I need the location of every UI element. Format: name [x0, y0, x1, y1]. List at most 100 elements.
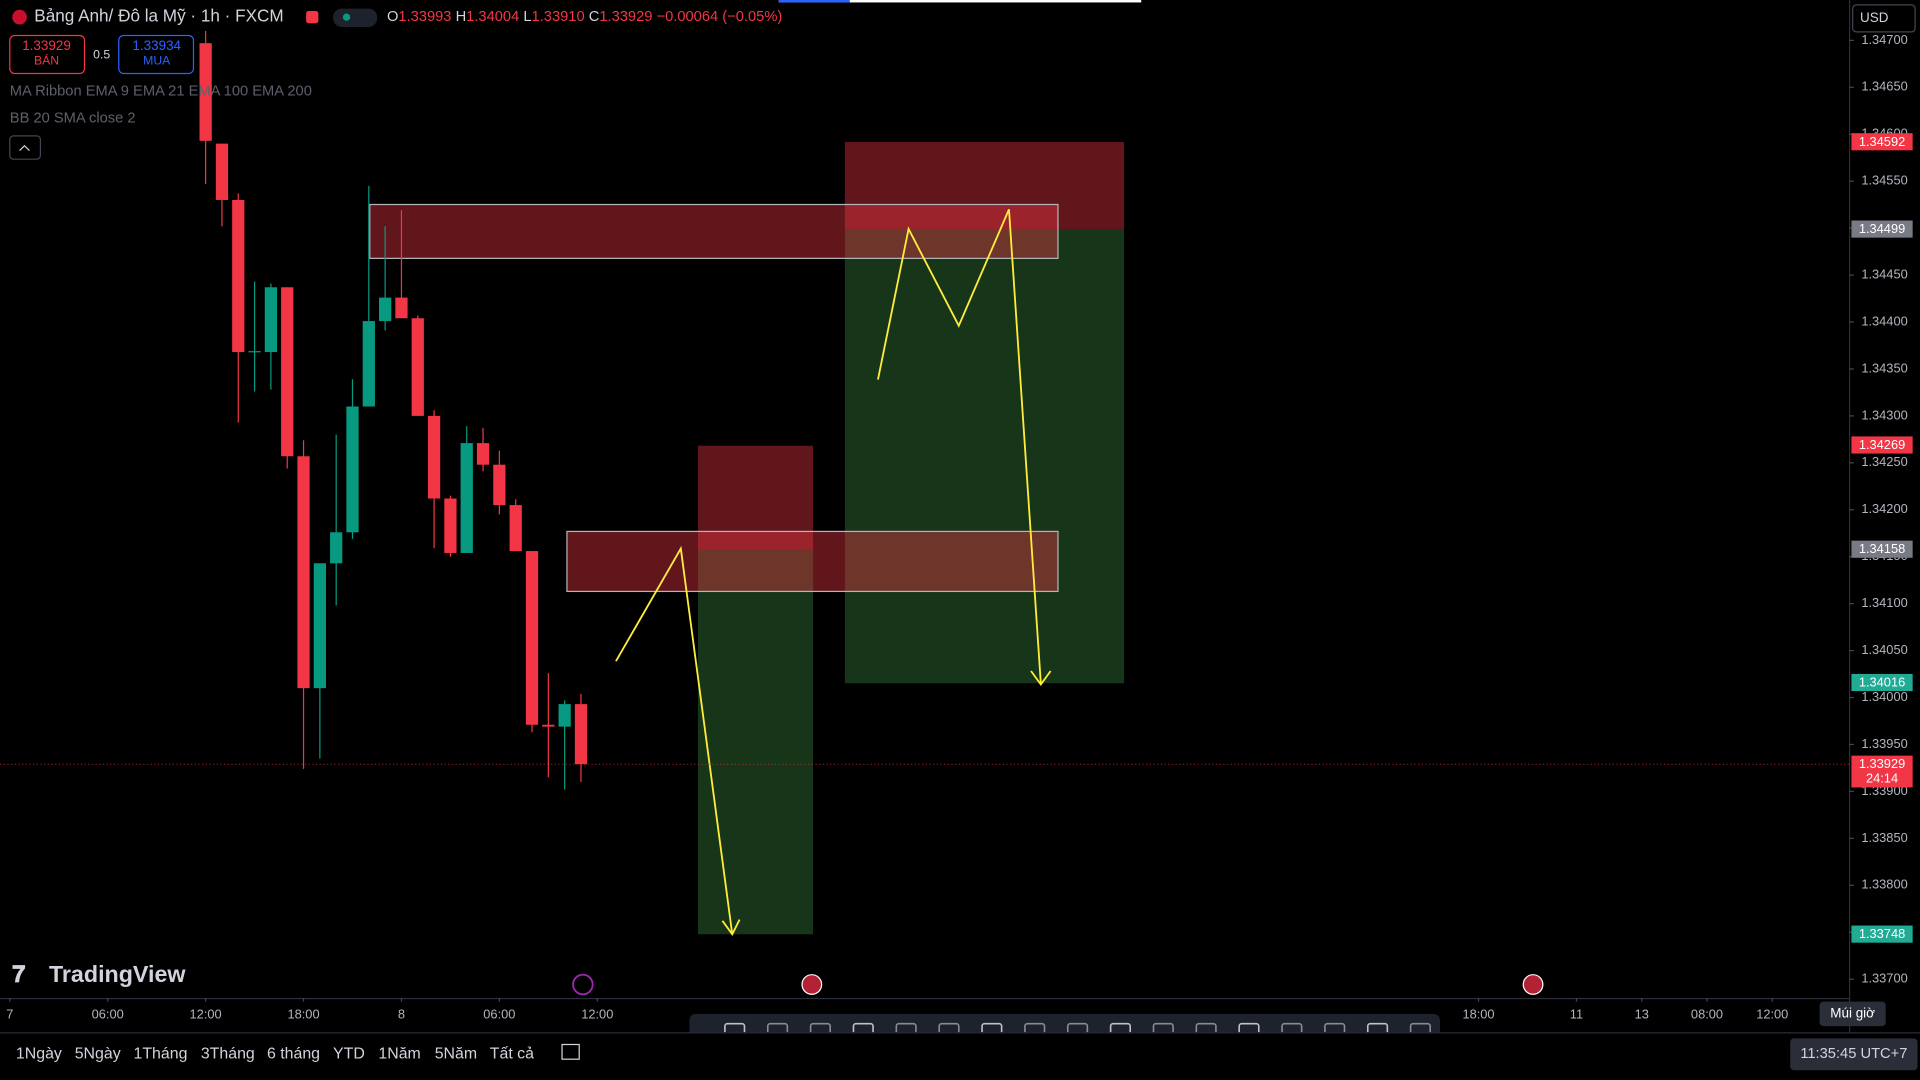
x-tick-label: 18:00: [287, 1006, 319, 1021]
ohlc-value: 1.33993: [398, 9, 451, 25]
timeframes: 1Ngày 5Ngày 1Tháng 3Tháng 6 tháng YTD 1Năm 5Năm…: [16, 1045, 534, 1062]
position-target[interactable]: [697, 549, 814, 935]
path-arrow[interactable]: [877, 209, 1042, 684]
y-tick-label: 1.34350: [1861, 360, 1907, 375]
y-tick-label: 1.34700: [1861, 32, 1907, 47]
timeframe-button[interactable]: 5Năm: [435, 1045, 477, 1062]
x-tick-label: 12:00: [1756, 1006, 1788, 1021]
candle-body: [444, 498, 457, 553]
y-tick-label: 1.34250: [1861, 454, 1907, 469]
brand-logo: 𝟕: [12, 961, 25, 987]
price-tag: [1851, 220, 1913, 238]
y-tick-label: 1.33950: [1861, 736, 1907, 751]
ohlc-key: L: [523, 9, 531, 25]
timeframe-button[interactable]: 5Ngày: [75, 1045, 121, 1062]
timeframe-button[interactable]: YTD: [333, 1045, 365, 1062]
candle-body: [313, 563, 326, 689]
event-icon[interactable]: [801, 974, 823, 995]
y-tick-label: 1.34000: [1861, 689, 1907, 704]
position-stop[interactable]: [844, 142, 1125, 229]
brand: TradingView: [49, 961, 186, 987]
position-target[interactable]: [844, 228, 1125, 684]
candle-body: [460, 443, 473, 553]
drawings: [369, 142, 1125, 937]
axis-border: [1848, 0, 1851, 1033]
ohlc-key: O: [387, 9, 398, 25]
buy-button[interactable]: [118, 34, 195, 75]
price-tag: [1851, 755, 1913, 788]
y-tick-label: 1.34450: [1861, 266, 1907, 281]
x-tick-label: 18:00: [1462, 1006, 1494, 1021]
price-tag-label: 1.34592: [1859, 134, 1905, 149]
y-tick-label: 1.34650: [1861, 79, 1907, 94]
loading-bar: [778, 0, 1142, 3]
event-icon[interactable]: [1522, 974, 1544, 995]
timeframe-button[interactable]: 3Tháng: [201, 1045, 255, 1062]
price-tag-label: 1.34269: [1859, 437, 1905, 452]
bottom-bar: [0, 1032, 1920, 1080]
currency: USD: [1860, 10, 1889, 25]
flag-icon: [12, 9, 27, 25]
price-tag-label: 1.34499: [1859, 221, 1905, 236]
y-tick-label: 1.34300: [1861, 407, 1907, 422]
collapse-button[interactable]: [9, 135, 42, 160]
sell-price: 1.33929: [22, 38, 71, 53]
timeframe-button[interactable]: 1Ngày: [16, 1045, 62, 1062]
x-tick-label: 13: [1635, 1006, 1649, 1021]
ohlc-value: 1.33929: [599, 9, 652, 25]
x-tick-label: 11: [1570, 1006, 1583, 1021]
plot: [0, 30, 1849, 790]
candle-body: [395, 297, 408, 319]
candle-body: [330, 532, 343, 564]
price-tag-label: 1.34016: [1859, 675, 1905, 690]
price-tag: [1851, 925, 1913, 943]
sell-label: BÁN: [34, 52, 59, 67]
ohlc-key: H: [456, 9, 467, 25]
candle-body: [379, 297, 392, 322]
ohlc: O1.33993 H1.34004 L1.33910 C1.33929 −0.0…: [387, 9, 782, 25]
calendar-icon: [561, 1043, 580, 1060]
loading-bar: [778, 0, 850, 3]
x-tick-label: 8: [398, 1006, 405, 1021]
position-stop[interactable]: [697, 445, 814, 550]
indicator-label[interactable]: MA Ribbon EMA 9 EMA 21 EMA 100 EMA 200: [10, 84, 312, 100]
candle-body: [199, 43, 212, 141]
arrow-head: [721, 919, 741, 937]
symbol-title[interactable]: Bảng Anh/ Đô la Mỹ · 1h · FXCM: [34, 6, 283, 26]
status-pill: [333, 8, 378, 27]
y-tick-label: 1.34100: [1861, 595, 1907, 610]
clock-box[interactable]: [1790, 1038, 1918, 1071]
candle-body: [542, 724, 555, 727]
y-tick-label: 1.33700: [1861, 971, 1907, 986]
market-status: [306, 11, 319, 24]
y-tick-label: 1.34550: [1861, 173, 1907, 188]
timeframe-button[interactable]: Tất cả: [490, 1045, 534, 1062]
price-tag-label: 1.33929: [1859, 756, 1905, 771]
zone-rectangle[interactable]: [566, 530, 1059, 593]
timeframe-button[interactable]: 1Tháng: [133, 1045, 187, 1062]
price-tag: [1851, 436, 1913, 454]
timeframe-button[interactable]: 6 tháng: [267, 1045, 320, 1062]
zone-rectangle[interactable]: [369, 203, 1059, 259]
sell-button[interactable]: [9, 34, 86, 75]
timeframe-button[interactable]: 1Năm: [378, 1045, 420, 1062]
candle-body: [427, 415, 441, 499]
event-icon[interactable]: [572, 973, 594, 996]
candle-body: [411, 318, 424, 416]
candle-body: [509, 505, 522, 552]
candle-body: [248, 351, 261, 353]
x-tick-label: 12:00: [581, 1006, 613, 1021]
candle-body: [362, 321, 375, 407]
x-tick-label: 06:00: [483, 1006, 515, 1021]
x-tick-label: 12:00: [190, 1006, 222, 1021]
time-axis: 7 06:00 12:00 18:00 8 06:00 12:00 18:00 11 13 08:0…: [6, 997, 1788, 1021]
indicator-label[interactable]: BB 20 SMA close 2: [10, 111, 136, 127]
candle-body: [476, 443, 490, 465]
candle-body: [525, 551, 539, 725]
y-tick-label: 1.33800: [1861, 877, 1907, 892]
path-arrow[interactable]: [615, 545, 734, 935]
currency-select[interactable]: [1852, 4, 1916, 33]
x-tick-label: 08:00: [1691, 1006, 1723, 1021]
